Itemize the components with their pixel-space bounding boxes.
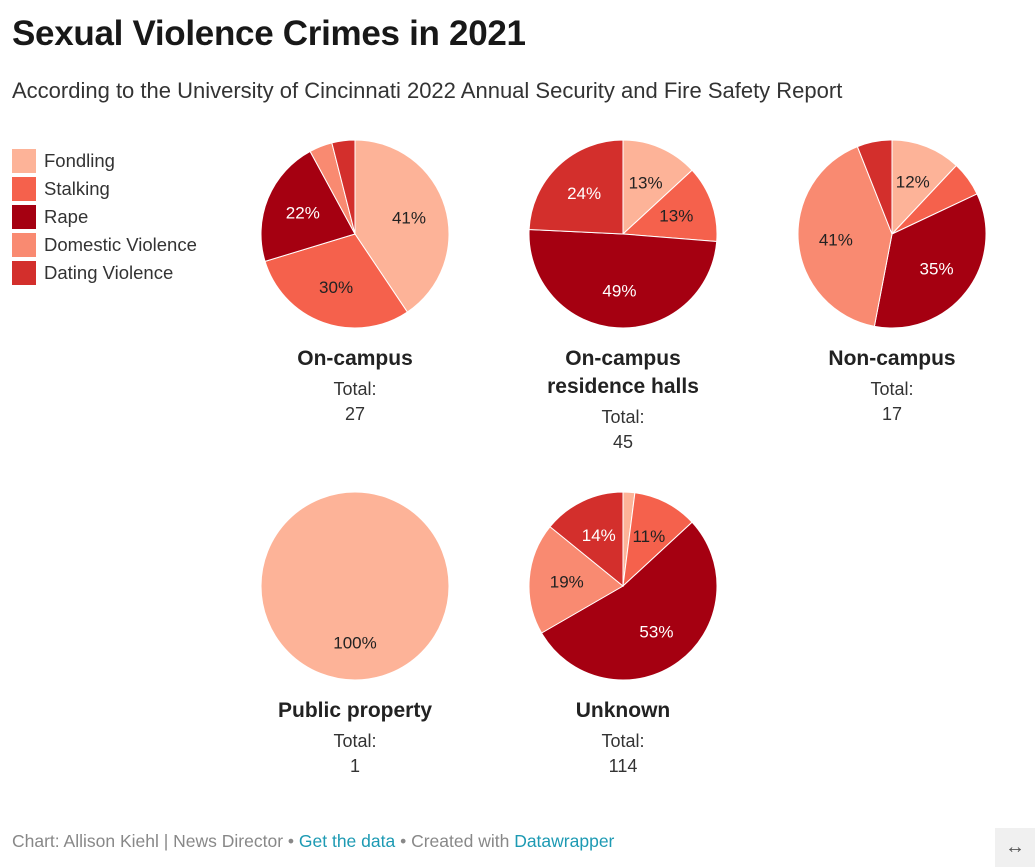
pie-slice-dating-violence (856, 139, 893, 235)
pie-slice-dating-violence (528, 139, 624, 235)
data-label: 13% (659, 207, 693, 226)
data-label: 14% (582, 526, 616, 545)
data-label: 30% (319, 278, 353, 297)
pie-slice-domestic-violence (797, 145, 893, 327)
pie-slice-fondling (354, 139, 450, 313)
legend-item: Fondling (12, 147, 197, 175)
data-label: 100% (333, 633, 376, 652)
pie-slice-rape (540, 521, 718, 681)
data-label: 13% (629, 173, 663, 192)
pie-title: Public property (277, 699, 433, 722)
legend-item: Dating Violence (12, 259, 197, 287)
legend-label: Rape (44, 206, 89, 227)
legend: Fondling Stalking Rape Domestic Violence… (12, 147, 197, 287)
total-label: Total: (601, 407, 645, 427)
pie-slice-dating-violence (549, 491, 624, 588)
chart-title: Sexual Violence Crimes in 2021 (12, 14, 526, 53)
expand-icon[interactable]: ↔ (995, 828, 1035, 867)
datawrapper-link[interactable]: Datawrapper (514, 831, 615, 851)
footer: Chart: Allison Kiehl | News Director • G… (12, 831, 614, 852)
legend-label: Stalking (44, 178, 110, 199)
legend-swatch (12, 233, 36, 257)
data-label: 49% (602, 281, 636, 300)
pie-title: Non-campus (828, 347, 956, 370)
legend-swatch (12, 149, 36, 173)
data-label: 53% (639, 622, 673, 641)
pie-slice-stalking (622, 492, 693, 588)
pie-chart: 100% Public property Total: 1 (225, 491, 485, 779)
legend-swatch (12, 261, 36, 285)
pie-chart: 11% 53% 19% 14% Unknown Total: 114 (493, 491, 753, 779)
pie-svg: 100% (260, 491, 450, 681)
legend-label: Domestic Violence (44, 234, 197, 255)
pie-svg: 11% 53% 19% 14% (528, 491, 718, 681)
pie-title: On-campus (297, 347, 413, 370)
pie-svg: 13% 13% 49% 24% (528, 139, 718, 329)
pie-slice-rape (528, 229, 718, 329)
data-label: 24% (567, 184, 601, 203)
pie-chart: 13% 13% 49% 24% On-campus residence halls Tot… (493, 139, 753, 455)
get-data-link[interactable]: Get the data (298, 831, 396, 851)
pie-chart: 12% 35% 41% Non-campus Total: 17 (762, 139, 1022, 427)
legend-label: Dating Violence (44, 262, 174, 283)
total-label: Total: (333, 731, 377, 751)
pie-slice-rape (873, 193, 987, 329)
chart-subtitle: According to the University of Cincinnat… (12, 78, 843, 103)
pie-chart: 41% 30% 22% On-campus Total: 27 (225, 139, 485, 427)
created-with: • Created with (395, 831, 515, 851)
total-value: 27 (344, 404, 366, 424)
pie-slice-fondling (622, 139, 693, 236)
legend-item: Domestic Violence (12, 231, 197, 259)
pie-svg: 41% 30% 22% (260, 139, 450, 329)
pie-slice-stalking (264, 233, 409, 329)
total-value: 114 (608, 756, 638, 776)
total-value: 45 (612, 432, 634, 452)
data-label: 41% (392, 209, 426, 228)
legend-item: Rape (12, 203, 197, 231)
pie-slice-fondling (260, 491, 450, 681)
legend-swatch (12, 205, 36, 229)
legend-label: Fondling (44, 150, 115, 171)
pie-title: On-campus residence halls (547, 347, 699, 398)
total-value: 1 (349, 756, 360, 776)
pie-slice-dating-violence (331, 139, 356, 235)
credit: Chart: Allison Kiehl | News Director (12, 831, 284, 851)
pie-slice-rape (260, 150, 356, 262)
total-label: Total: (333, 379, 377, 399)
total-label: Total: (601, 731, 645, 751)
legend-item: Stalking (12, 175, 197, 203)
total-value: 17 (881, 404, 903, 424)
data-label: 12% (896, 173, 930, 192)
pie-slice-stalking (621, 169, 718, 242)
total-label: Total: (870, 379, 914, 399)
data-label: 41% (819, 230, 853, 249)
pie-svg: 12% 35% 41% (797, 139, 987, 329)
separator: • (283, 831, 299, 851)
legend-swatch (12, 177, 36, 201)
data-label: 19% (550, 573, 584, 592)
data-label: 35% (920, 260, 954, 279)
pie-slice-fondling (891, 139, 958, 236)
pie-slice-domestic-violence (528, 526, 624, 634)
data-label: 22% (286, 204, 320, 223)
pie-title: Unknown (575, 699, 671, 722)
data-label: 11% (632, 527, 665, 546)
